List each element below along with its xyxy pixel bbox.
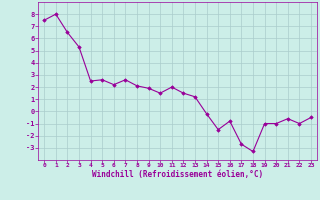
X-axis label: Windchill (Refroidissement éolien,°C): Windchill (Refroidissement éolien,°C): [92, 170, 263, 179]
